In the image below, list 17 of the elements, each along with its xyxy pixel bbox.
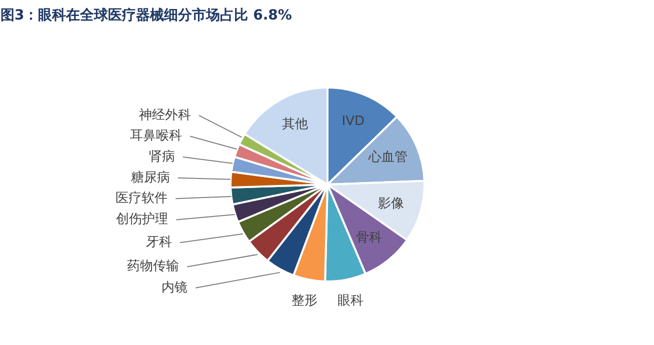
slice-label: 创伤护理	[116, 212, 168, 228]
chart-title: 图3：眼科在全球医疗器械细分市场占比 6.8%	[0, 6, 292, 24]
slice-label: 牙科	[146, 235, 172, 250]
slice-label: 糖尿病	[130, 170, 170, 186]
slice-label: 耳鼻喉科	[130, 128, 182, 144]
slice-label: 影像	[378, 196, 404, 212]
slice-label: 肾病	[148, 150, 175, 165]
slice-label: 药物传输	[127, 259, 180, 274]
slice-label: 骨科	[356, 230, 382, 246]
slice-label: 眼科	[337, 293, 364, 308]
slice-label: 其他	[282, 117, 308, 132]
slice-label: 整形	[291, 293, 318, 308]
slice-label: 心血管	[368, 148, 408, 165]
slice-label: 内镜	[162, 280, 188, 296]
slice-label: 医疗软件	[116, 191, 168, 206]
slice-label: 神经外科	[138, 108, 191, 123]
slice-label: IVD	[342, 114, 365, 129]
